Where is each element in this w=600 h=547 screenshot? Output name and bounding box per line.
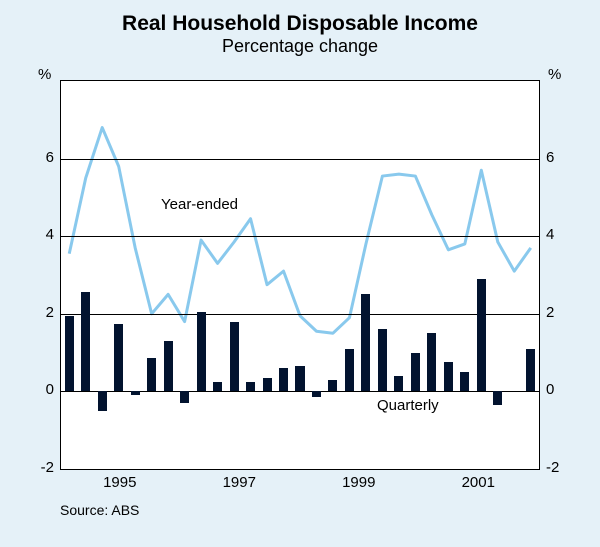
quarterly-bar: [328, 380, 337, 392]
quarterly-bar: [460, 372, 469, 391]
quarterly-bar: [361, 294, 370, 391]
line-series-label: Year-ended: [161, 196, 238, 213]
y-tick-left: 0: [46, 381, 54, 398]
y-tick-right: 2: [546, 304, 554, 321]
quarterly-bar: [279, 368, 288, 391]
chart-title: Real Household Disposable Income: [0, 0, 600, 36]
quarterly-bar: [114, 324, 123, 392]
quarterly-bar: [378, 329, 387, 391]
y-tick-left: 4: [46, 226, 54, 243]
quarterly-bar: [394, 376, 403, 392]
quarterly-bar: [263, 378, 272, 392]
gridline: [61, 159, 539, 160]
plot-area: Year-ended Quarterly: [60, 80, 540, 470]
quarterly-bar: [81, 292, 90, 391]
quarterly-bar: [411, 353, 420, 392]
chart-subtitle: Percentage change: [0, 36, 600, 57]
y-tick-right: 0: [546, 381, 554, 398]
quarterly-bar: [427, 333, 436, 391]
quarterly-bar: [65, 316, 74, 392]
quarterly-bar: [493, 391, 502, 405]
x-year-label: 1995: [103, 474, 136, 491]
y-unit-left: %: [38, 66, 51, 83]
x-year-label: 1997: [223, 474, 256, 491]
y-tick-right: -2: [546, 459, 559, 476]
quarterly-bar: [477, 279, 486, 392]
y-tick-right: 6: [546, 149, 554, 166]
quarterly-bar: [230, 322, 239, 392]
quarterly-bar: [131, 391, 140, 395]
quarterly-bar: [312, 391, 321, 397]
quarterly-bar: [526, 349, 535, 392]
quarterly-bar: [147, 358, 156, 391]
quarterly-bar: [98, 391, 107, 410]
y-tick-right: 4: [546, 226, 554, 243]
quarterly-bar: [213, 382, 222, 392]
gridline: [61, 236, 539, 237]
quarterly-bar: [197, 312, 206, 392]
source-text: Source: ABS: [60, 502, 139, 518]
x-year-label: 1999: [342, 474, 375, 491]
quarterly-bar: [180, 391, 189, 403]
gridline: [61, 469, 539, 470]
y-unit-right: %: [548, 66, 561, 83]
y-tick-left: 6: [46, 149, 54, 166]
quarterly-bar: [345, 349, 354, 392]
quarterly-bar: [295, 366, 304, 391]
gridline: [61, 314, 539, 315]
line-series-svg: [61, 81, 539, 469]
y-tick-left: 2: [46, 304, 54, 321]
quarterly-bar: [164, 341, 173, 391]
x-year-label: 2001: [462, 474, 495, 491]
chart-container: Real Household Disposable Income Percent…: [0, 0, 600, 547]
quarterly-bar: [444, 362, 453, 391]
quarterly-bar: [246, 382, 255, 392]
y-tick-left: -2: [41, 459, 54, 476]
bar-series-label: Quarterly: [377, 397, 439, 414]
